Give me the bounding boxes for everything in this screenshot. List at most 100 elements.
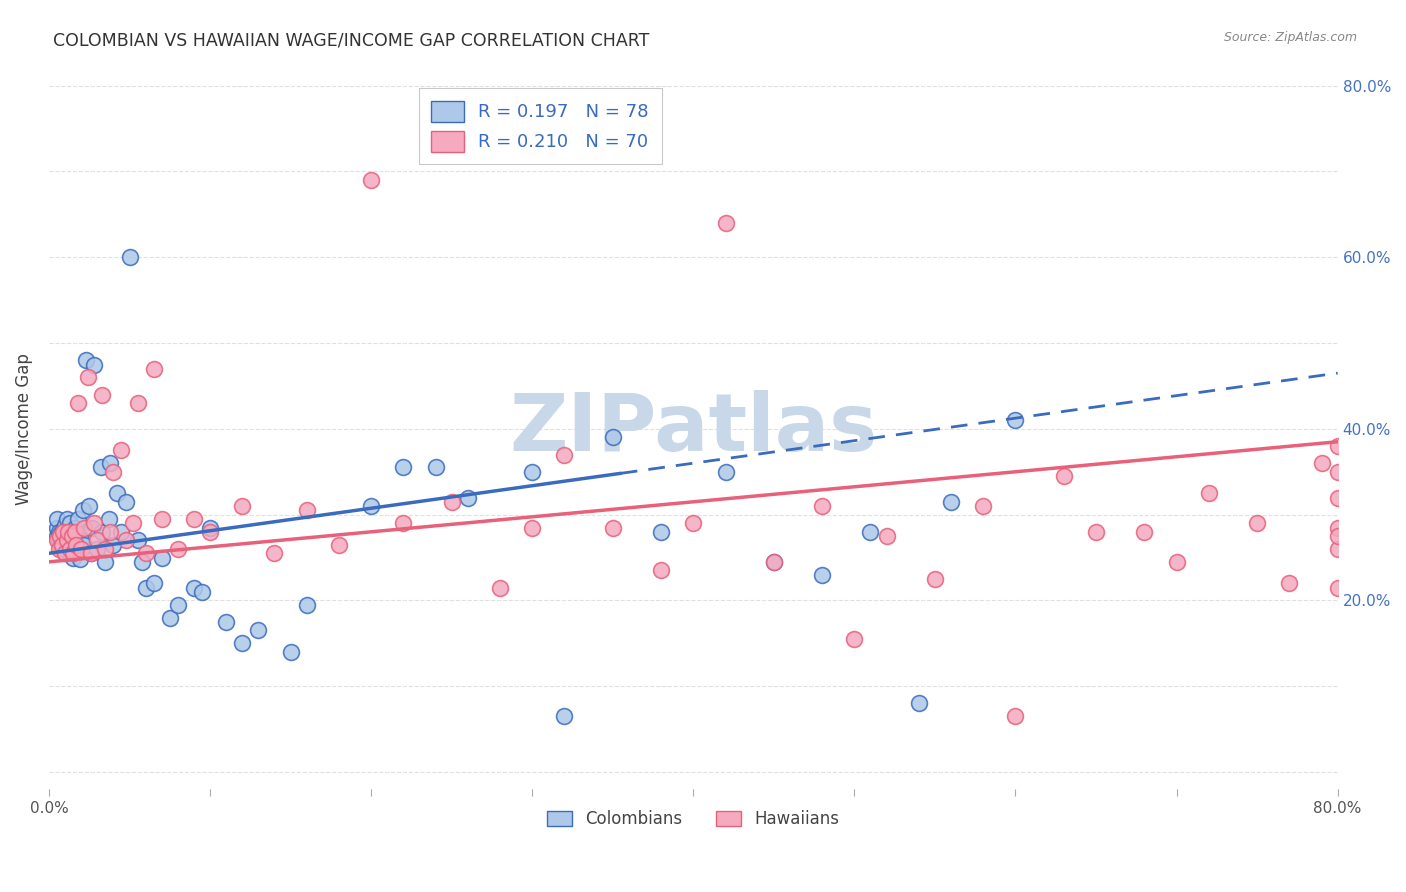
Point (60, 529, 83, 543)
Point (86, 541, 108, 556)
Point (1085, 524, 1108, 539)
Point (142, 361, 165, 376)
Point (91, 524, 114, 539)
Point (247, 624, 270, 638)
Point (522, 465, 544, 479)
Point (105, 486, 128, 500)
Point (1326, 439, 1348, 453)
Point (110, 443, 132, 458)
Point (58, 543, 80, 558)
Point (328, 538, 350, 552)
Point (49, 538, 72, 552)
Point (52, 535, 75, 549)
Point (98, 524, 121, 539)
Point (876, 529, 898, 543)
Point (159, 610, 181, 624)
Point (59, 538, 82, 552)
Point (360, 499, 382, 513)
Point (392, 516, 415, 531)
Point (440, 495, 463, 509)
Point (522, 520, 544, 534)
Point (1326, 491, 1348, 505)
Point (115, 495, 138, 509)
Point (94, 555, 117, 569)
Point (231, 499, 253, 513)
Point (58, 524, 80, 539)
Point (1326, 465, 1348, 479)
Point (1166, 555, 1188, 569)
Point (60, 529, 83, 543)
Point (295, 598, 318, 612)
Point (91, 387, 114, 401)
Text: Source: ZipAtlas.com: Source: ZipAtlas.com (1223, 31, 1357, 45)
Point (70, 541, 93, 556)
Point (489, 581, 512, 595)
Point (135, 581, 157, 595)
Point (58, 524, 80, 539)
Point (1133, 524, 1156, 539)
Point (75, 353, 97, 368)
Point (762, 555, 785, 569)
Point (62, 535, 84, 549)
Point (82, 520, 104, 534)
Point (553, 448, 575, 462)
Point (60, 541, 83, 556)
Point (166, 598, 188, 612)
Point (52, 523, 75, 537)
Point (103, 538, 125, 552)
Point (53, 533, 76, 548)
Text: ZIPatlas: ZIPatlas (509, 390, 877, 468)
Point (63, 543, 86, 558)
Point (142, 576, 165, 591)
Point (131, 555, 153, 569)
Point (714, 216, 737, 230)
Point (48, 524, 70, 539)
Point (425, 460, 447, 475)
Point (1004, 413, 1026, 427)
Point (939, 495, 962, 509)
Point (1198, 486, 1220, 500)
Point (62, 550, 84, 565)
Point (80, 546, 103, 560)
Point (46, 529, 69, 543)
Point (231, 636, 253, 650)
Point (650, 564, 672, 578)
Point (46, 512, 69, 526)
Point (844, 632, 866, 646)
Point (215, 615, 238, 629)
Point (86, 533, 108, 548)
Point (1004, 709, 1026, 723)
Point (97, 512, 120, 526)
Point (118, 250, 141, 264)
Point (55, 538, 77, 552)
Point (89, 460, 111, 475)
Y-axis label: Wage/Income Gap: Wage/Income Gap (15, 353, 32, 505)
Point (51, 532, 73, 546)
Legend: Colombians, Hawaiians: Colombians, Hawaiians (540, 804, 846, 835)
Point (46, 520, 69, 534)
Point (63, 524, 86, 539)
Point (83, 358, 105, 372)
Point (183, 581, 205, 595)
Point (602, 520, 624, 534)
Point (1310, 456, 1333, 470)
Point (360, 173, 382, 187)
Point (70, 533, 93, 548)
Point (908, 697, 931, 711)
Point (1326, 520, 1348, 534)
Point (166, 541, 188, 556)
Point (73, 538, 96, 552)
Point (198, 524, 221, 539)
Point (66, 512, 89, 526)
Point (72, 503, 94, 517)
Point (98, 456, 121, 470)
Point (811, 499, 834, 513)
Point (94, 541, 117, 556)
Point (59, 516, 82, 531)
Text: COLOMBIAN VS HAWAIIAN WAGE/INCOME GAP CORRELATION CHART: COLOMBIAN VS HAWAIIAN WAGE/INCOME GAP CO… (53, 31, 650, 49)
Point (69, 552, 91, 566)
Point (52, 524, 75, 539)
Point (115, 533, 138, 548)
Point (83, 516, 105, 531)
Point (714, 465, 737, 479)
